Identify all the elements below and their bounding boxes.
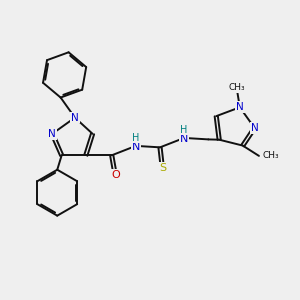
- Text: CH₃: CH₃: [262, 152, 279, 160]
- Text: N: N: [251, 123, 258, 133]
- Text: H: H: [132, 133, 139, 142]
- Text: N: N: [236, 102, 244, 112]
- Text: N: N: [71, 112, 79, 123]
- Text: H: H: [180, 125, 187, 135]
- Text: O: O: [111, 170, 120, 180]
- Text: N: N: [180, 134, 188, 144]
- Text: N: N: [48, 129, 56, 139]
- Text: N: N: [132, 142, 140, 152]
- Text: S: S: [159, 163, 166, 173]
- Text: CH₃: CH₃: [229, 83, 245, 92]
